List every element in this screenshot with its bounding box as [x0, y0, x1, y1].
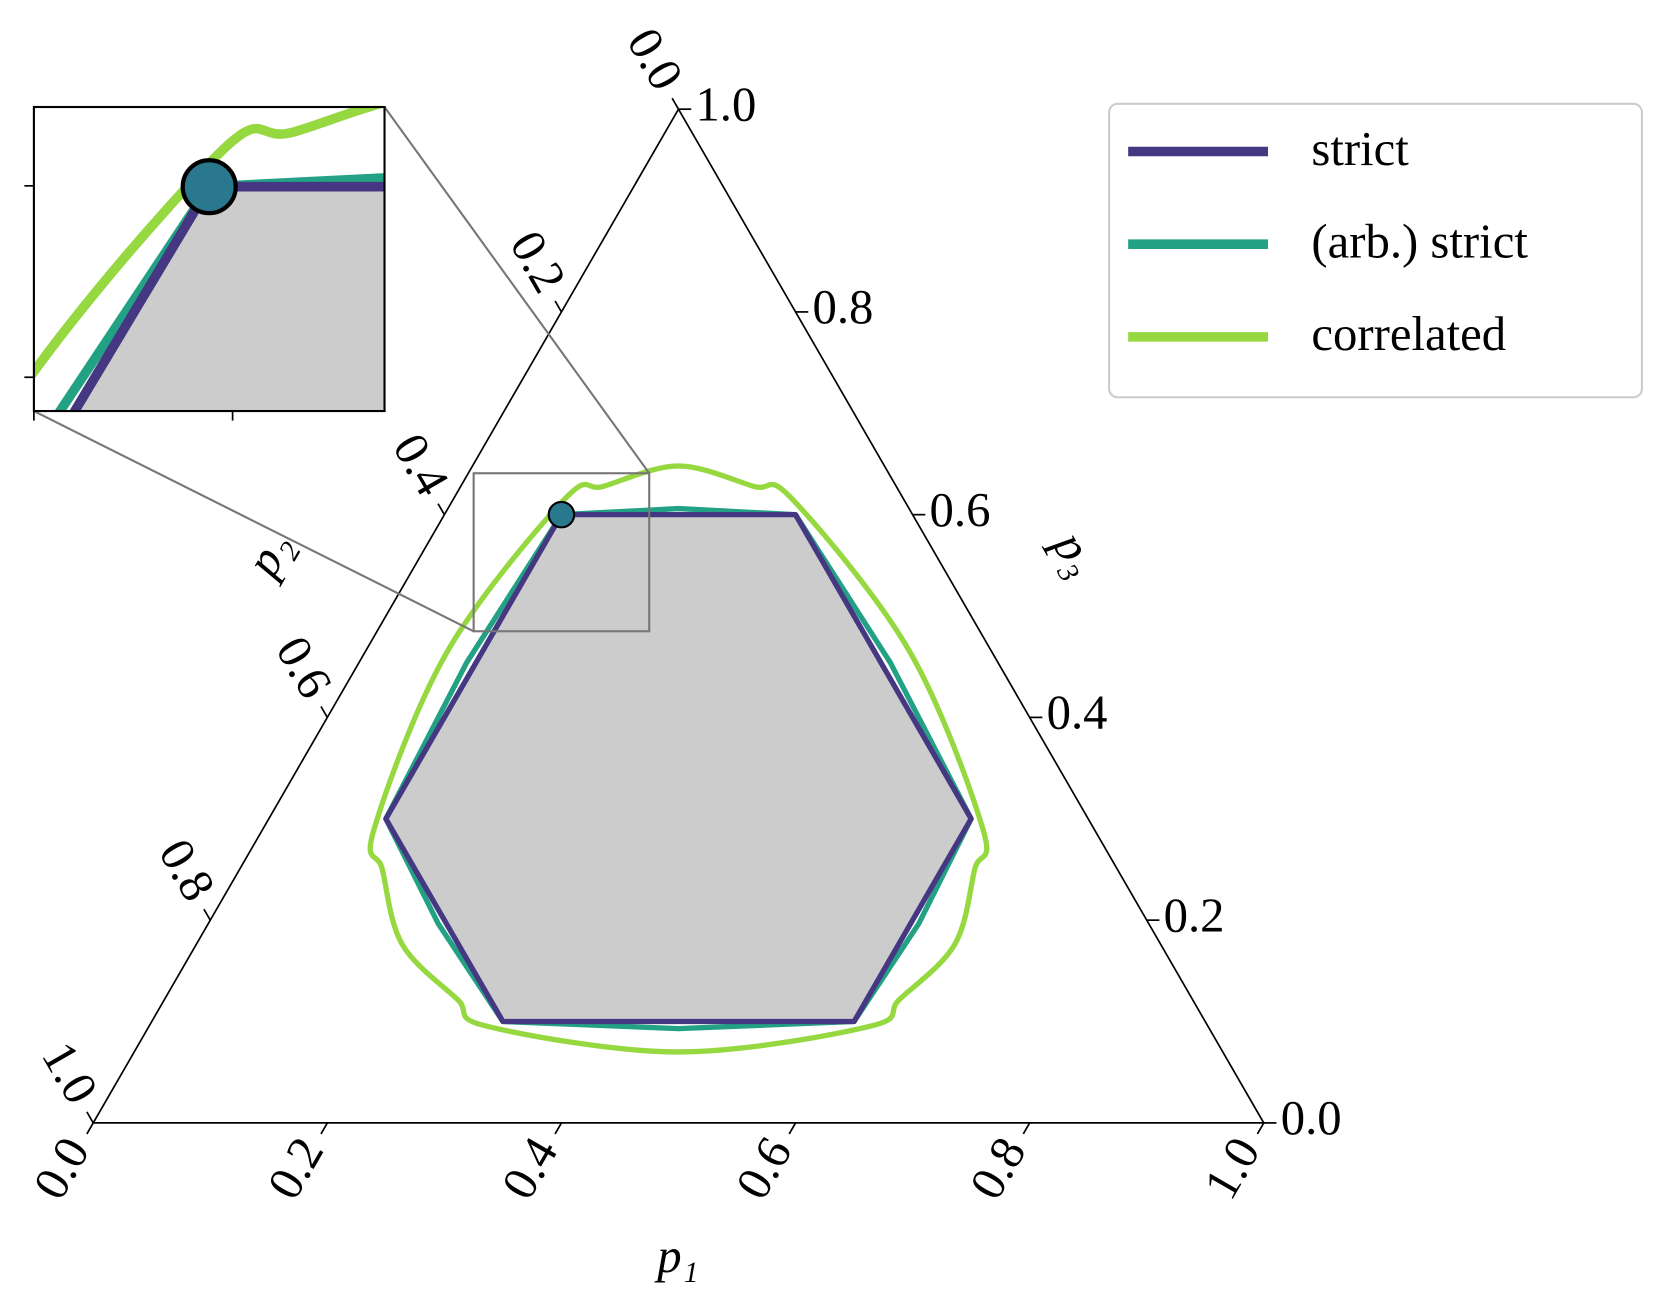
tick-mark: [86, 1111, 94, 1124]
tick-mark: [1256, 1122, 1265, 1135]
inset-frame: [32, 105, 386, 413]
tick-label: 0.6: [265, 627, 342, 707]
tick-label: 0.2: [1164, 888, 1225, 942]
tick-label: 1.0: [31, 1033, 108, 1113]
inset-plot: [33, 107, 385, 412]
zoom-connector: [33, 410, 475, 633]
tick-mark: [1022, 1122, 1031, 1135]
tick-mark: [320, 705, 329, 718]
axis-title: p₁: [654, 1229, 698, 1283]
tick-label: 0.6: [930, 483, 991, 537]
tick-mark: [320, 1122, 329, 1135]
legend-box: [1108, 102, 1643, 399]
tick-label: 1.0: [1193, 1128, 1270, 1208]
tick-label: 0.2: [499, 222, 576, 302]
tick-mark: [554, 1122, 563, 1135]
marker: [547, 500, 576, 529]
tick-label: 0.2: [257, 1128, 334, 1208]
tick-label: 0.0: [1281, 1091, 1342, 1145]
legend-label: correlated: [1311, 307, 1506, 361]
tick-label: 0.0: [617, 19, 694, 99]
tick-label: 0.8: [812, 280, 873, 334]
zoom-connector: [383, 106, 651, 474]
axis-title: p₃: [1041, 520, 1110, 585]
axis-frame: [91, 107, 1266, 1124]
tick-mark: [671, 97, 680, 110]
tick-mark: [203, 908, 212, 921]
legend-label: strict: [1311, 122, 1409, 176]
tick-mark: [437, 503, 446, 516]
tick-label: 0.8: [959, 1128, 1036, 1208]
tick-label: 0.4: [382, 425, 459, 505]
series-line: [367, 463, 990, 1055]
tick-label: 0.6: [725, 1128, 802, 1208]
axis-title: p₂: [234, 522, 303, 587]
tick-label: 0.8: [148, 830, 225, 910]
tick-label: 1.0: [695, 77, 756, 131]
tick-mark: [788, 1122, 797, 1135]
tick-mark: [86, 1122, 94, 1135]
region-fill: [385, 514, 972, 1022]
region-fill: [74, 186, 385, 412]
tick-label: 0.4: [491, 1128, 568, 1208]
tick-label: 0.0: [23, 1128, 100, 1208]
tick-mark: [554, 300, 563, 313]
legend-label: (arb.) strict: [1311, 215, 1528, 269]
tick-label: 0.4: [1047, 686, 1108, 740]
marker: [180, 158, 238, 216]
zoom-box: [472, 472, 651, 633]
series-line: [383, 512, 974, 1025]
